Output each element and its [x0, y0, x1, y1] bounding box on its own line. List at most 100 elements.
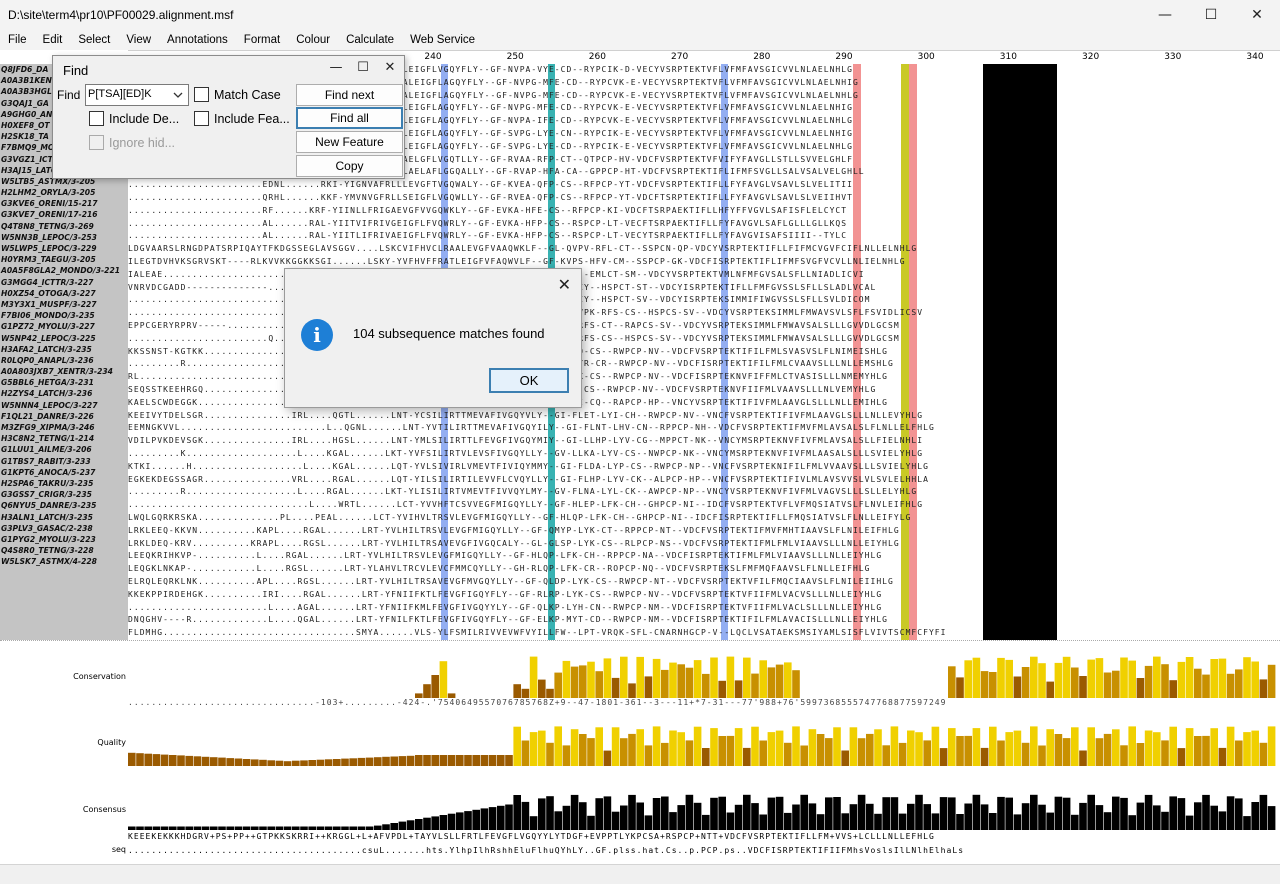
- sequence-id[interactable]: G1PYG2_MYOLU/3-223: [1, 534, 96, 544]
- sequence-row[interactable]: FLDMHG.................................S…: [128, 628, 947, 638]
- sequence-id[interactable]: G5BBL6_HETGA/3-231: [1, 378, 94, 388]
- conservation-label[interactable]: Conservation: [73, 672, 126, 681]
- menu-calculate[interactable]: Calculate: [346, 34, 395, 46]
- sequence-id[interactable]: H3AJ15_LATCH/3-212: [1, 165, 90, 175]
- sequence-row[interactable]: .......................QREGL......SRF-YV…: [128, 90, 859, 100]
- sequence-id[interactable]: G3MGG4_ICTTR/3-227: [1, 277, 94, 287]
- sequence-id[interactable]: A0A803JXB7_XENTR/3-234: [1, 367, 113, 377]
- maximize-button[interactable]: ☐: [1204, 7, 1218, 23]
- sequence-row[interactable]: .......................AL......RAL-YIITL…: [128, 231, 848, 241]
- match-case-label[interactable]: Match Case: [214, 88, 281, 102]
- message-close-button[interactable]: ✕: [557, 275, 571, 294]
- match-case-checkbox[interactable]: [194, 87, 209, 102]
- sequence-id[interactable]: H0YRM3_TAEGU/3-205: [1, 255, 96, 265]
- include-features-label[interactable]: Include Fea...: [214, 112, 290, 126]
- include-description-checkbox[interactable]: [89, 111, 104, 126]
- sequence-id[interactable]: W5LSK7_ASTMX/4-228: [1, 557, 97, 567]
- sequence-row[interactable]: LRKLDEQ-KRV..........KRAPL....RGSL......…: [128, 538, 900, 548]
- sequence-row[interactable]: .......................AL......RAL-YIITV…: [128, 218, 848, 228]
- sequence-row[interactable]: .......................QREGL......SRF-YV…: [128, 77, 859, 87]
- sequence-row[interactable]: DNQGHV----R.............L....QGAL......L…: [128, 615, 889, 625]
- sequence-row[interactable]: .......................RF......KRF-YIINL…: [128, 205, 848, 215]
- sequence-id[interactable]: W5LTB5_ASTMX/3-205: [1, 176, 96, 186]
- panel-divider[interactable]: [0, 640, 1280, 646]
- sequence-id[interactable]: Q6NYU5_DANRE/3-235: [1, 501, 97, 511]
- quality-label[interactable]: Quality: [97, 738, 126, 747]
- sequence-id[interactable]: H0XEF8_OT: [1, 120, 50, 130]
- sequence-row[interactable]: .......................QEGI......SRF-YVI…: [128, 141, 853, 151]
- sequence-row[interactable]: .......................QEGI......SRF-YII…: [128, 103, 853, 113]
- sequence-id[interactable]: H3AFA2_LATCH/3-235: [1, 344, 92, 354]
- sequence-row[interactable]: .......................QEGI......SRF-YII…: [128, 65, 853, 74]
- sequence-row[interactable]: .......................QRHL......KKF-YMV…: [128, 193, 853, 202]
- annotation-panel[interactable]: ................................-103+...…: [128, 646, 1280, 864]
- sequence-id[interactable]: H2LHM2_ORYLA/3-205: [1, 188, 96, 198]
- sequence-row[interactable]: .......................QEGI......SRF-YVI…: [128, 116, 853, 126]
- menu-select[interactable]: Select: [78, 34, 111, 46]
- sequence-row[interactable]: ........................L....AGAL......L…: [128, 602, 883, 612]
- sequence-id[interactable]: R0LQP0_ANAPL/3-236: [1, 355, 94, 365]
- sequence-row[interactable]: .......................EDNL......RKI-YIG…: [128, 180, 853, 190]
- sequence-row[interactable]: ELRQLEQRKLNK..........APL....RGSL......L…: [128, 577, 894, 586]
- copy-button[interactable]: Copy: [296, 155, 403, 177]
- find-maximize-button[interactable]: ☐: [357, 60, 369, 75]
- sequence-row[interactable]: LEEQKRIHKVP-..........L....RGAL......LRT…: [128, 551, 883, 561]
- sequence-id[interactable]: Q8JFD6_DA: [1, 65, 49, 74]
- horizontal-scrollbar[interactable]: [0, 864, 1280, 884]
- consensus-label[interactable]: Consensus: [82, 805, 126, 814]
- sequence-row[interactable]: .......................GPGA......RRC-YLL…: [128, 154, 853, 164]
- sequence-row[interactable]: EGKEKDEGSSAGR...............VRL....RGAL.…: [128, 474, 929, 484]
- find-history-dropdown[interactable]: [168, 84, 189, 106]
- sequence-id[interactable]: H3ALN1_LATCH/3-235: [1, 512, 93, 522]
- sequence-id[interactable]: G3GSS7_CRIGR/3-235: [1, 490, 92, 500]
- alignment-panel[interactable]: .......................QEGI......SRF-YII…: [128, 64, 1280, 640]
- sequence-row[interactable]: KKEKPPIRDEHGK..........IRI....RGAL......…: [128, 589, 883, 599]
- sequence-row[interactable]: ILEGTDVHVKSGRVSKT----RLKVVKKGGKKSGI.....…: [128, 257, 906, 266]
- sequence-row[interactable]: LDGVAARSLRNGDPATSRPIQAYTFKDGSSEGLAVSGGV.…: [128, 244, 918, 254]
- find-next-button[interactable]: Find next: [296, 84, 403, 106]
- find-input[interactable]: P[TSA][ED]K: [85, 84, 189, 106]
- sequence-id[interactable]: G3KVE7_ORENI/17-216: [1, 210, 98, 220]
- sequence-id[interactable]: H0XZ54_OTOGA/3-227: [1, 288, 96, 298]
- sequence-row[interactable]: KEEIVYTDELSGR...............IRL....QGTL.…: [128, 410, 924, 420]
- sequence-id[interactable]: G3VGZ1_ICT: [1, 154, 53, 164]
- sequence-id[interactable]: H3C8N2_TETNG/1-214: [1, 434, 95, 444]
- sequence-row[interactable]: .........R...................L....RGAL..…: [128, 487, 918, 497]
- sequence-id[interactable]: A9GHG0_AN: [1, 109, 53, 119]
- menu-annotations[interactable]: Annotations: [167, 34, 228, 46]
- menu-web-service[interactable]: Web Service: [410, 34, 476, 46]
- find-close-button[interactable]: ✕: [384, 60, 396, 75]
- sequence-id[interactable]: G3KVE6_ORENI/15-217: [1, 199, 98, 209]
- sequence-row[interactable]: ...............................L....WRTL…: [128, 500, 924, 510]
- new-feature-button[interactable]: New Feature: [296, 131, 403, 153]
- sequence-id[interactable]: F7BMQ9_MO: [1, 143, 55, 153]
- sequence-id[interactable]: M3Y3X1_MUSPF/3-227: [1, 299, 97, 309]
- sequence-row[interactable]: .......................QEGI......SRF-YVI…: [128, 129, 853, 138]
- sequence-row[interactable]: LWQLGQRKRSKA..............PL....PEAL....…: [128, 513, 912, 522]
- sequence-id[interactable]: H2SPA6_TAKRU/3-235: [1, 478, 94, 488]
- menu-format[interactable]: Format: [243, 34, 281, 46]
- sequence-id[interactable]: Q4S8R0_TETNG/3-228: [1, 546, 94, 556]
- sequence-id[interactable]: Q4T8N8_TETNG/3-269: [1, 221, 94, 231]
- sequence-id[interactable]: A0A3B3HGL: [1, 87, 52, 97]
- find-all-button[interactable]: Find all: [296, 107, 403, 129]
- sequence-id[interactable]: G3PLV3_GASAC/2-238: [1, 523, 93, 533]
- menu-colour[interactable]: Colour: [296, 34, 331, 46]
- sequence-id[interactable]: G1PZ72_MYOLU/3-227: [1, 322, 95, 332]
- sequence-row[interactable]: .......................RARR......TRRC-YL…: [128, 167, 865, 177]
- sequence-id[interactable]: F7BI06_MONDO/3-235: [1, 311, 95, 321]
- sequence-id[interactable]: G1LUU1_AILME/3-206: [1, 445, 92, 455]
- include-description-label[interactable]: Include De...: [109, 112, 180, 126]
- sequence-row[interactable]: .........K...................L....KGAL..…: [128, 449, 924, 458]
- sequence-id[interactable]: A0A3B1KEN: [1, 76, 52, 86]
- sequence-id[interactable]: W5LWP5_LEPOC/3-229: [1, 244, 97, 253]
- sequence-row[interactable]: EEMNGKVVL.........................L..QGN…: [128, 423, 935, 433]
- menu-file[interactable]: File: [8, 34, 27, 46]
- sequence-id[interactable]: W5NP42_LEPOC/3-225: [1, 333, 96, 343]
- sequence-id[interactable]: A0A5F8GLA2_MONDO/3-221: [1, 266, 121, 276]
- menu-edit[interactable]: Edit: [42, 34, 63, 46]
- sequence-row[interactable]: LEQGKLNKAP-...........L....RGSL......LRT…: [128, 564, 871, 574]
- find-minimize-button[interactable]: —: [329, 60, 343, 75]
- sequence-id[interactable]: W5NN3B_LEPOC/3-253: [1, 232, 97, 242]
- sequence-id[interactable]: H2ZYS4_LATCH/3-236: [1, 389, 93, 399]
